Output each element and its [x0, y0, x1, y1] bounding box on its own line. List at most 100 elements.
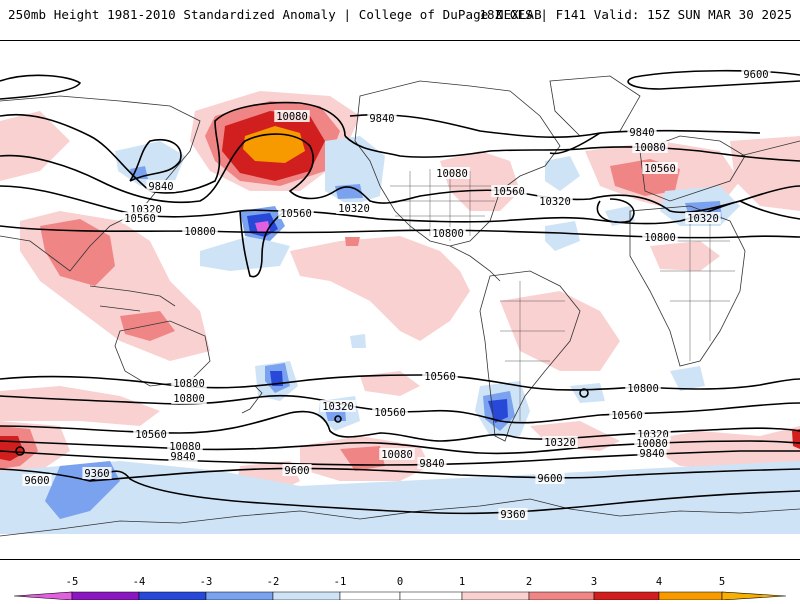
contour-label-bg: [171, 377, 207, 389]
colorbar-swatch: [528, 591, 595, 601]
anomaly-pos1: [440, 151, 520, 211]
contour-label-bg: [434, 167, 470, 179]
contour-small-loop-2: [334, 415, 342, 423]
map-panel: 9600 9840 10080 9840 10320 10560 10800 10560 103…: [0, 40, 800, 560]
contour-label-bg: [372, 406, 408, 418]
contour-label: 10320: [687, 213, 719, 225]
contour-label-bg: [82, 467, 112, 479]
colorbar-swatch: [205, 591, 274, 601]
contour-label: 10560: [374, 407, 406, 419]
contour-label: 10560: [280, 208, 312, 220]
anomaly-pos2: [345, 237, 360, 246]
contour-label-bg: [627, 126, 657, 138]
contour-label-bg: [609, 409, 645, 421]
contour-label-bg: [422, 370, 458, 382]
contour-label-bg: [379, 448, 415, 460]
contour-label: 10320: [338, 203, 370, 215]
contour-label-bg: [642, 231, 678, 243]
contour-label: 9840: [629, 127, 654, 139]
colorbar-svg: -5 -4 -3 -2 -1 0 1 2 3 4 5: [13, 576, 787, 601]
anomaly-neg3: [270, 371, 283, 386]
contour-label: 10080: [634, 142, 666, 154]
contour-label: 10560: [124, 213, 156, 225]
colorbar-tick-label: 5: [719, 576, 725, 588]
contour-label-bg: [367, 112, 397, 124]
contour-label-bg: [642, 162, 678, 174]
contour-label: 9600: [743, 69, 768, 81]
contour-10560-drop: [239, 210, 286, 278]
contour-9840-mid: [129, 139, 182, 182]
contour-label: 10320: [539, 196, 571, 208]
coast-asia: [0, 95, 800, 272]
contour-label-bg: [491, 185, 527, 197]
contour-label: 10800: [432, 228, 464, 240]
contour-label-bg: [498, 508, 528, 520]
colorbar-arrow-right: [721, 591, 787, 601]
contour-label-bg: [634, 437, 670, 449]
anomaly-pos1: [0, 386, 160, 426]
anomaly-pos1: [0, 111, 70, 181]
contour-label-bg: [133, 428, 169, 440]
anomaly-neg1: [350, 334, 366, 348]
coast-europe: [639, 135, 746, 202]
contour-label-bg: [542, 436, 578, 448]
colorbar-tick-label: -1: [334, 576, 347, 588]
contour-label: 9840: [419, 458, 444, 470]
contour-label-bg: [122, 212, 158, 224]
contour-label-bg: [171, 392, 207, 404]
contour-label: 10800: [173, 378, 205, 390]
coast-central-america: [449, 245, 501, 282]
contour-label-bg: [637, 447, 667, 459]
coast-new-zealand: [241, 385, 263, 414]
contour-label: 10560: [611, 410, 643, 422]
coast-africa: [629, 205, 746, 367]
colorbar-arrow-left: [13, 591, 73, 601]
colorbar: -5 -4 -3 -2 -1 0 1 2 3 4 5: [0, 570, 800, 601]
contour-9600-north: [634, 69, 800, 78]
contour-9600-north-b: [627, 76, 800, 90]
anomaly-pos1: [730, 136, 800, 211]
colorbar-tick-label: 3: [591, 576, 597, 588]
contour-label-bg: [320, 400, 356, 412]
colorbar-swatch: [71, 591, 140, 601]
anomaly-pos2: [120, 311, 175, 341]
colorbar-tick-label: 1: [459, 576, 465, 588]
africa-borders: [650, 211, 735, 361]
contour-10080-a: [0, 101, 346, 194]
colorbar-swatch: [138, 591, 207, 601]
coast-indonesia: [89, 285, 176, 312]
contour-small-loop-3: [15, 446, 25, 456]
contour-label-bg: [282, 464, 312, 476]
colorbar-swatch: [461, 591, 530, 601]
contour-10560-s: [0, 394, 800, 424]
anomaly-pos1: [650, 241, 720, 271]
contour-label-bg: [146, 180, 176, 192]
colorbar-ticks: -5 -4 -3 -2 -1 0 1 2 3 4 5: [66, 576, 725, 588]
contour-label-bg: [741, 68, 771, 80]
contour-label-bg: [168, 450, 198, 462]
contour-label-bg: [22, 474, 52, 486]
anomaly-neg1: [115, 141, 185, 186]
colorbar-swatch: [593, 591, 660, 601]
contour-label: 10560: [493, 186, 525, 198]
map-title: 250mb Height 1981-2010 Standardized Anom…: [8, 7, 542, 22]
contour-label: 10560: [135, 429, 167, 441]
title-bar: 250mb Height 1981-2010 Standardized Anom…: [0, 0, 800, 34]
coast-antarctica: [0, 498, 800, 537]
contour-labels: 9600 9840 10080 9840 10320 10560 10800 10560 103…: [22, 68, 771, 521]
contour-label: 10800: [627, 383, 659, 395]
contour-small-loop-1: [579, 388, 589, 398]
anomaly-pos1: [640, 426, 800, 471]
contour-10320-a: [0, 133, 800, 214]
contour-label-bg: [537, 195, 573, 207]
contour-label: 10800: [644, 232, 676, 244]
contour-9840-b: [349, 113, 761, 138]
contour-label-bg: [632, 141, 668, 153]
coast-south-america: [479, 270, 581, 442]
contour-label: 9600: [24, 475, 49, 487]
contour-label: 9840: [148, 181, 173, 193]
colorbar-tick-label: -4: [133, 576, 146, 588]
contour-10800-n: [0, 225, 800, 239]
contour-label: 10800: [173, 393, 205, 405]
contour-label: 10080: [436, 168, 468, 180]
